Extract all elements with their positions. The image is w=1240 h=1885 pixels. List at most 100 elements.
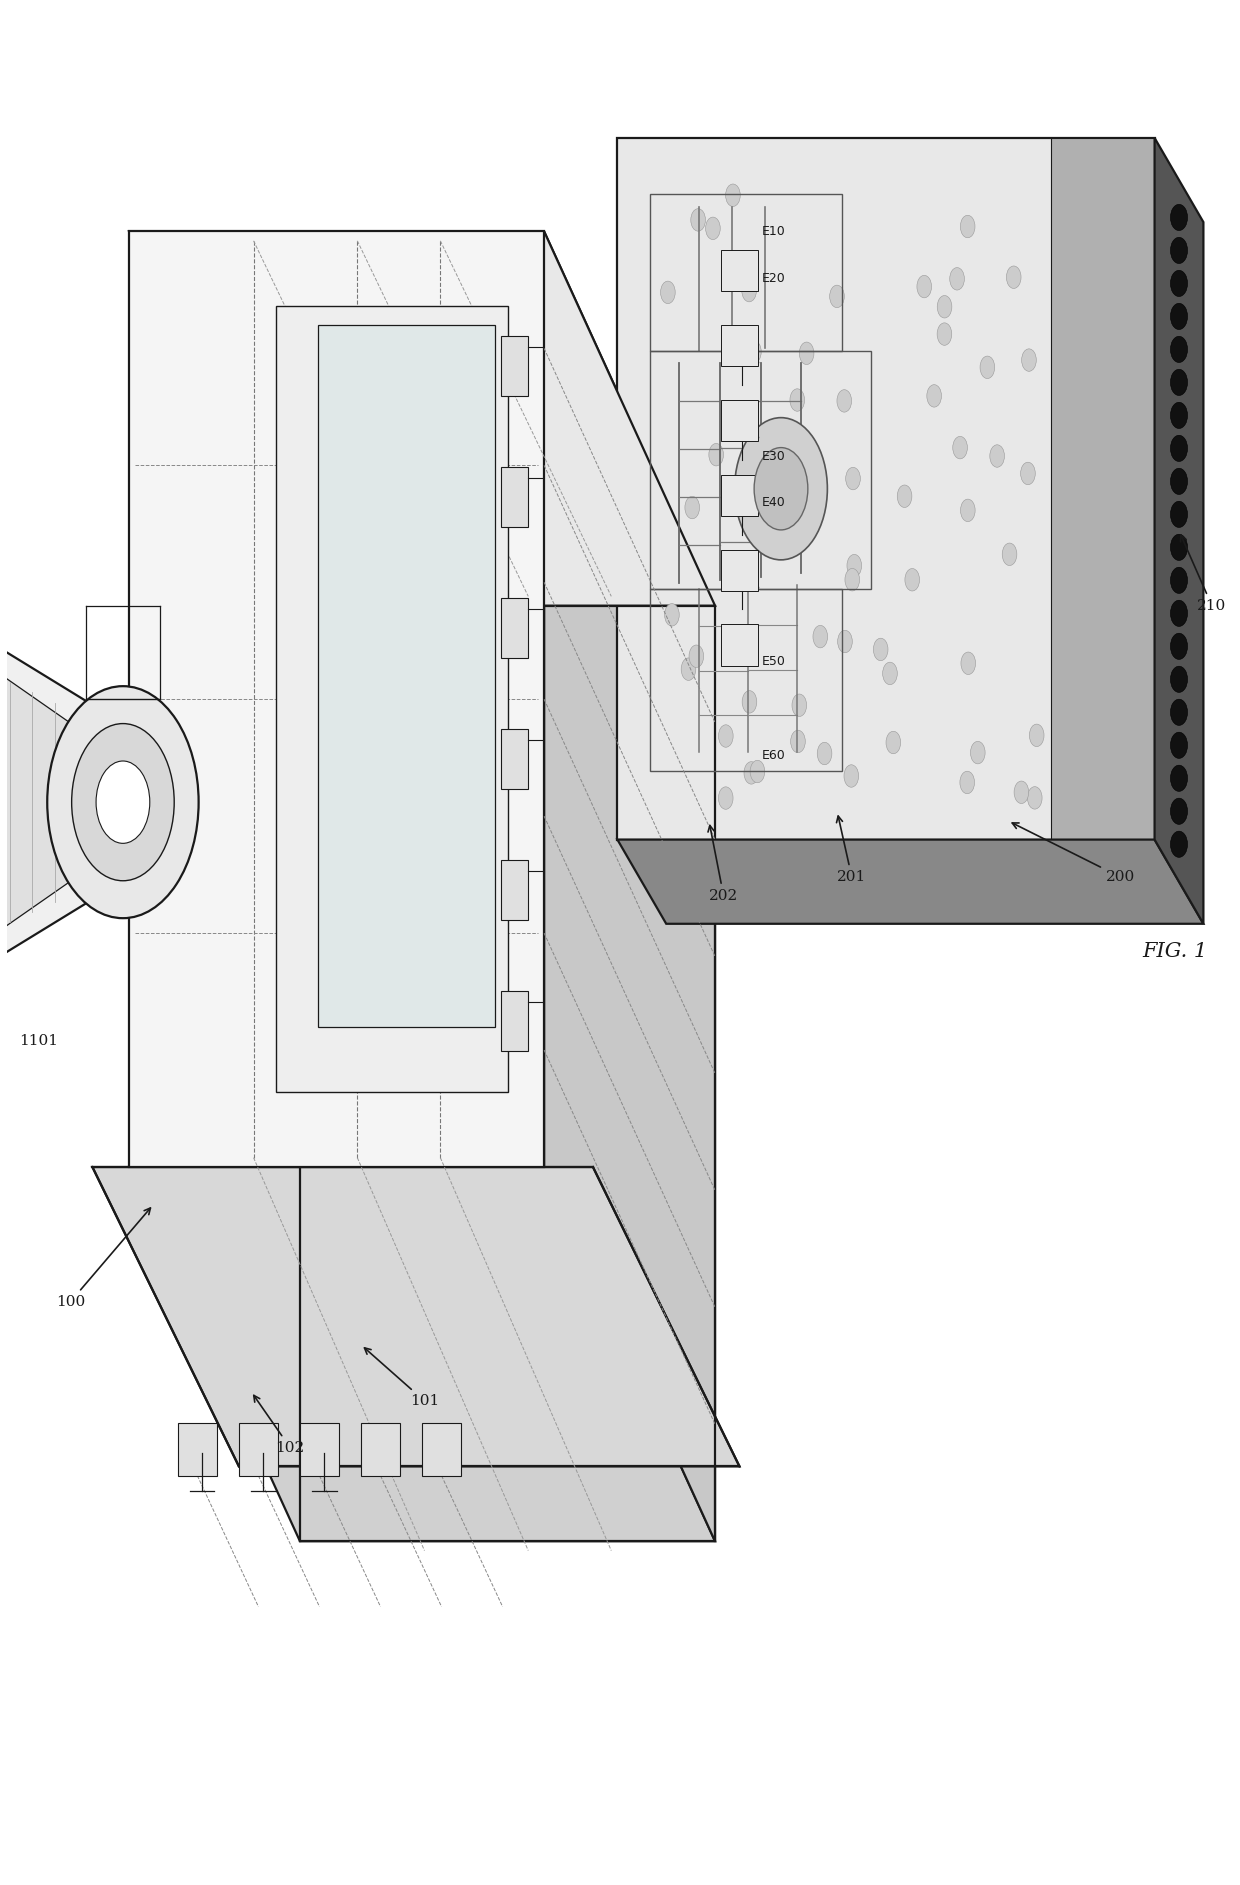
Circle shape [887, 731, 900, 754]
Circle shape [1171, 699, 1188, 726]
Circle shape [916, 275, 931, 298]
Circle shape [837, 390, 852, 413]
Bar [300, 1423, 339, 1476]
Circle shape [1007, 266, 1021, 288]
Bar [650, 194, 842, 351]
Bar [722, 624, 758, 665]
Circle shape [926, 385, 941, 407]
Circle shape [1171, 435, 1188, 462]
Text: E10: E10 [761, 224, 785, 238]
Circle shape [844, 765, 858, 788]
Circle shape [960, 215, 975, 238]
Circle shape [684, 496, 699, 518]
Circle shape [776, 481, 791, 503]
Polygon shape [0, 662, 117, 942]
Circle shape [681, 658, 696, 680]
Circle shape [846, 467, 861, 490]
Circle shape [746, 341, 761, 364]
Circle shape [1171, 402, 1188, 428]
Polygon shape [0, 615, 129, 990]
Circle shape [95, 762, 150, 843]
Circle shape [883, 662, 898, 684]
Circle shape [1171, 501, 1188, 528]
Polygon shape [93, 1167, 739, 1467]
Text: 200: 200 [1012, 824, 1135, 884]
Circle shape [1022, 349, 1037, 371]
Polygon shape [129, 232, 715, 605]
Polygon shape [618, 839, 1203, 924]
Text: E60: E60 [761, 748, 785, 762]
Circle shape [706, 217, 720, 239]
Circle shape [1002, 543, 1017, 566]
Polygon shape [1050, 138, 1154, 839]
Bar [501, 598, 528, 658]
Bar [650, 588, 842, 771]
Text: 210: 210 [1180, 535, 1226, 613]
Text: FIG. 1: FIG. 1 [1142, 942, 1208, 961]
Circle shape [792, 694, 807, 716]
Circle shape [718, 786, 733, 809]
Circle shape [1028, 786, 1042, 809]
Circle shape [661, 281, 676, 303]
Bar [650, 351, 870, 588]
Circle shape [1029, 724, 1044, 746]
Text: E30: E30 [761, 449, 785, 462]
Bar [722, 324, 758, 366]
Circle shape [742, 279, 756, 302]
Circle shape [1171, 204, 1188, 230]
Polygon shape [618, 138, 1154, 839]
Circle shape [1171, 369, 1188, 396]
Text: E20: E20 [761, 271, 785, 285]
Text: 100: 100 [56, 1208, 150, 1308]
Circle shape [950, 268, 965, 290]
Bar [361, 1423, 401, 1476]
Text: 101: 101 [365, 1348, 439, 1408]
Circle shape [800, 341, 813, 364]
Circle shape [1171, 467, 1188, 494]
Circle shape [1171, 765, 1188, 792]
Circle shape [744, 762, 759, 784]
Circle shape [937, 296, 952, 319]
Circle shape [1171, 633, 1188, 660]
Circle shape [750, 760, 765, 782]
Circle shape [1171, 238, 1188, 264]
Circle shape [691, 209, 706, 232]
Circle shape [1171, 533, 1188, 560]
Circle shape [844, 569, 859, 590]
Bar [722, 475, 758, 516]
Text: E50: E50 [761, 656, 785, 669]
Circle shape [665, 603, 680, 626]
Bar [501, 336, 528, 396]
Circle shape [1014, 780, 1029, 803]
Circle shape [1021, 462, 1035, 484]
Text: 1101: 1101 [19, 1035, 58, 1048]
Circle shape [817, 743, 832, 765]
Circle shape [847, 554, 862, 577]
Bar [722, 550, 758, 590]
Circle shape [1171, 731, 1188, 758]
Circle shape [813, 626, 827, 648]
Bar [501, 729, 528, 790]
Circle shape [905, 569, 920, 592]
Bar [422, 1423, 461, 1476]
Circle shape [960, 771, 975, 794]
Circle shape [718, 726, 733, 746]
Polygon shape [544, 232, 715, 1542]
Circle shape [873, 639, 888, 660]
Circle shape [1171, 797, 1188, 824]
Circle shape [971, 741, 985, 763]
Circle shape [725, 185, 740, 207]
Circle shape [830, 285, 844, 307]
Polygon shape [1154, 138, 1203, 924]
Circle shape [961, 500, 975, 522]
Circle shape [1171, 336, 1188, 362]
Circle shape [734, 418, 827, 560]
Text: 201: 201 [837, 816, 867, 884]
Bar [722, 251, 758, 292]
Circle shape [1171, 599, 1188, 626]
Text: 202: 202 [708, 826, 738, 903]
Circle shape [754, 447, 807, 530]
Bar [501, 992, 528, 1052]
Circle shape [742, 690, 756, 713]
Bar [239, 1423, 278, 1476]
